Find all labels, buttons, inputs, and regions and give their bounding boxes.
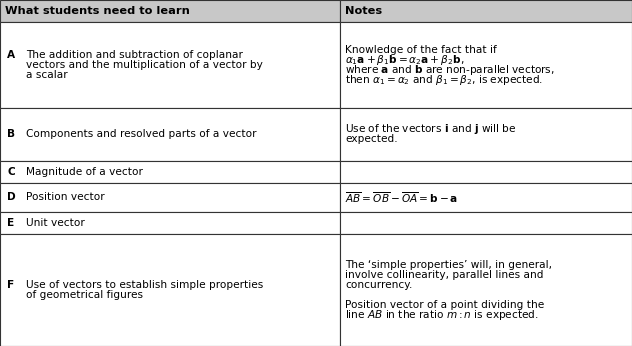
Bar (0, 234, 340, 346)
Bar (340, 234, 632, 346)
Bar (340, 108, 632, 161)
Text: The addition and subtraction of coplanar: The addition and subtraction of coplanar (26, 50, 243, 60)
Text: C: C (7, 167, 15, 177)
Text: of geometrical figures: of geometrical figures (26, 290, 143, 300)
Bar (0, 161, 340, 183)
Text: Use of vectors to establish simple properties: Use of vectors to establish simple prope… (26, 280, 264, 290)
Text: vectors and the multiplication of a vector by: vectors and the multiplication of a vect… (26, 60, 263, 70)
Text: concurrency.: concurrency. (345, 280, 413, 290)
Text: Knowledge of the fact that if: Knowledge of the fact that if (345, 45, 497, 55)
Text: Position vector of a point dividing the: Position vector of a point dividing the (345, 300, 544, 310)
Bar (0, 0, 340, 22)
Text: A: A (7, 50, 15, 60)
Text: What students need to learn: What students need to learn (5, 6, 190, 16)
Text: E: E (7, 218, 15, 228)
Bar (0, 183, 340, 212)
Bar (340, 183, 632, 212)
Text: where $\mathbf{a}$ and $\mathbf{b}$ are non-parallel vectors,: where $\mathbf{a}$ and $\mathbf{b}$ are … (345, 63, 555, 77)
Text: B: B (7, 129, 15, 139)
Text: line $AB$ in the ratio $m : n$ is expected.: line $AB$ in the ratio $m : n$ is expect… (345, 308, 538, 322)
Text: $\alpha_1\mathbf{a}+\beta_1\mathbf{b}=\alpha_2\mathbf{a}+\beta_2\mathbf{b},$: $\alpha_1\mathbf{a}+\beta_1\mathbf{b}=\a… (345, 53, 465, 67)
Text: The ‘simple properties’ will, in general,: The ‘simple properties’ will, in general… (345, 260, 552, 270)
Text: Magnitude of a vector: Magnitude of a vector (26, 167, 143, 177)
Text: Unit vector: Unit vector (26, 218, 85, 228)
Bar (0, 212, 340, 234)
Text: F: F (7, 280, 15, 290)
Bar (0, 108, 340, 161)
Text: expected.: expected. (345, 134, 398, 144)
Bar (340, 161, 632, 183)
Bar (340, 212, 632, 234)
Text: a scalar: a scalar (26, 70, 68, 80)
Text: Components and resolved parts of a vector: Components and resolved parts of a vecto… (26, 129, 257, 139)
Bar (340, 22, 632, 108)
Text: Use of the vectors $\mathbf{i}$ and $\mathbf{j}$ will be: Use of the vectors $\mathbf{i}$ and $\ma… (345, 122, 516, 136)
Bar (340, 0, 632, 22)
Text: D: D (7, 192, 16, 202)
Text: Position vector: Position vector (26, 192, 105, 202)
Text: Notes: Notes (345, 6, 382, 16)
Text: involve collinearity, parallel lines and: involve collinearity, parallel lines and (345, 270, 544, 280)
Text: $\overline{AB}=\overline{OB}-\overline{OA}=\mathbf{b}-\mathbf{a}$: $\overline{AB}=\overline{OB}-\overline{O… (345, 190, 458, 205)
Text: then $\alpha_1=\alpha_2$ and $\beta_1=\beta_2$, is expected.: then $\alpha_1=\alpha_2$ and $\beta_1=\b… (345, 73, 543, 87)
Bar (0, 22, 340, 108)
